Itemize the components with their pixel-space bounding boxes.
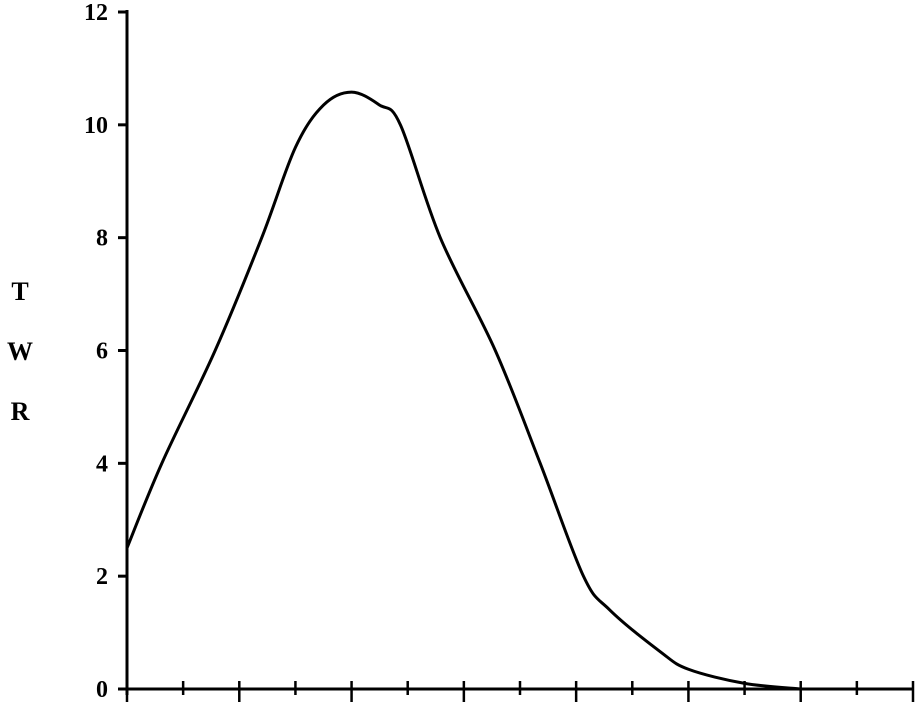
y-tick-label: 10 <box>84 113 108 139</box>
y-axis-ticks: 0 2 4 6 8 10 12 <box>84 0 127 703</box>
y-tick-label: 6 <box>96 339 108 365</box>
y-axis-label: TWR <box>7 277 33 426</box>
y-tick-label: 2 <box>96 564 108 590</box>
y-tick-label: 4 <box>96 451 108 477</box>
y-tick-label: 8 <box>96 226 108 252</box>
series-line <box>125 90 801 691</box>
y-tick-label: 12 <box>84 0 108 26</box>
y-tick-label: 0 <box>96 677 108 703</box>
x-axis-ticks <box>125 681 915 702</box>
